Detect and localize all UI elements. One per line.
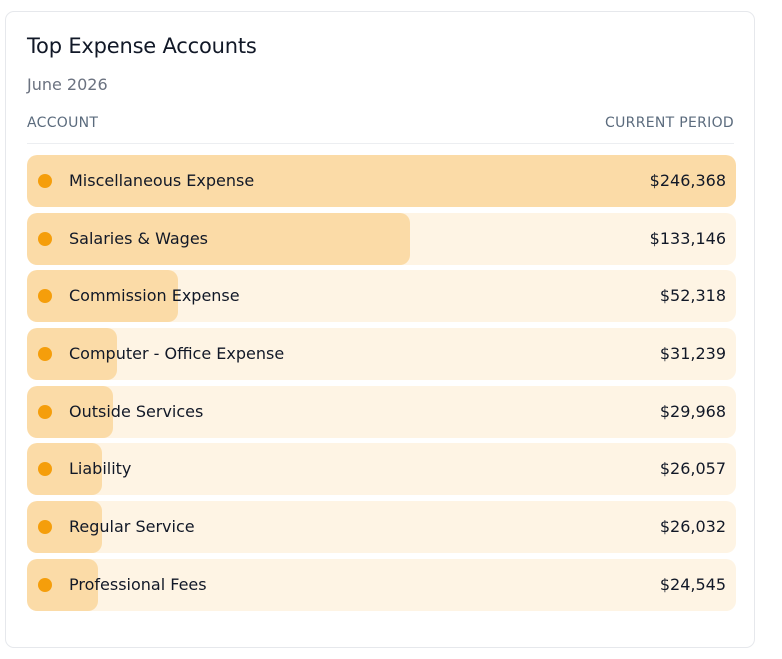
expense-bar (27, 270, 178, 323)
column-header-account: ACCOUNT (27, 115, 99, 131)
account-label: Computer - Office Expense (69, 344, 285, 364)
amount-value: $52,318 (659, 286, 726, 306)
amount-value: $26,032 (659, 517, 726, 537)
bullet-dot-icon (38, 462, 52, 477)
expense-row: Computer - Office Expense $31,239 (27, 328, 736, 381)
expense-row: Professional Fees $24,545 (27, 558, 736, 611)
bullet-dot-icon (38, 289, 52, 304)
account-label: Outside Services (69, 401, 204, 421)
expense-row: Outside Services $29,968 (27, 385, 736, 438)
expense-row: Salaries & Wages $133,146 (27, 212, 736, 265)
expense-bar (27, 212, 410, 265)
expense-row: Regular Service $26,032 (27, 501, 736, 554)
account-label: Salaries & Wages (69, 228, 208, 248)
amount-value: $26,057 (659, 459, 726, 479)
amount-value: $29,968 (659, 401, 726, 421)
expense-bar (27, 155, 736, 207)
bullet-dot-icon (38, 347, 52, 362)
bullet-dot-icon (38, 577, 52, 592)
card-subtitle: June 2026 (27, 75, 108, 94)
amount-value: $24,545 (659, 574, 726, 594)
expense-card: Top Expense Accounts June 2026 ACCOUNT C… (5, 11, 755, 648)
column-header-current-period: CURRENT PERIOD (605, 115, 734, 131)
amount-value: $133,146 (649, 228, 726, 248)
card-title: Top Expense Accounts (27, 34, 257, 58)
expense-row: Liability $26,057 (27, 443, 736, 496)
expense-row: Commission Expense $52,318 (27, 270, 736, 323)
amount-value: $246,368 (649, 171, 726, 190)
account-label: Liability (69, 459, 132, 479)
bullet-dot-icon (38, 231, 52, 246)
account-label: Professional Fees (69, 574, 207, 594)
amount-value: $31,239 (659, 344, 726, 364)
expense-row: Miscellaneous Expense $246,368 (27, 155, 736, 207)
bullet-dot-icon (38, 520, 52, 535)
bullet-dot-icon (38, 404, 52, 419)
account-label: Regular Service (69, 517, 195, 537)
account-label: Commission Expense (69, 286, 240, 306)
expense-bar-list: Miscellaneous Expense $246,368 Salaries & … (27, 155, 736, 617)
bullet-dot-icon (38, 174, 52, 188)
account-label: Miscellaneous Expense (69, 171, 255, 190)
header-divider (27, 143, 734, 144)
